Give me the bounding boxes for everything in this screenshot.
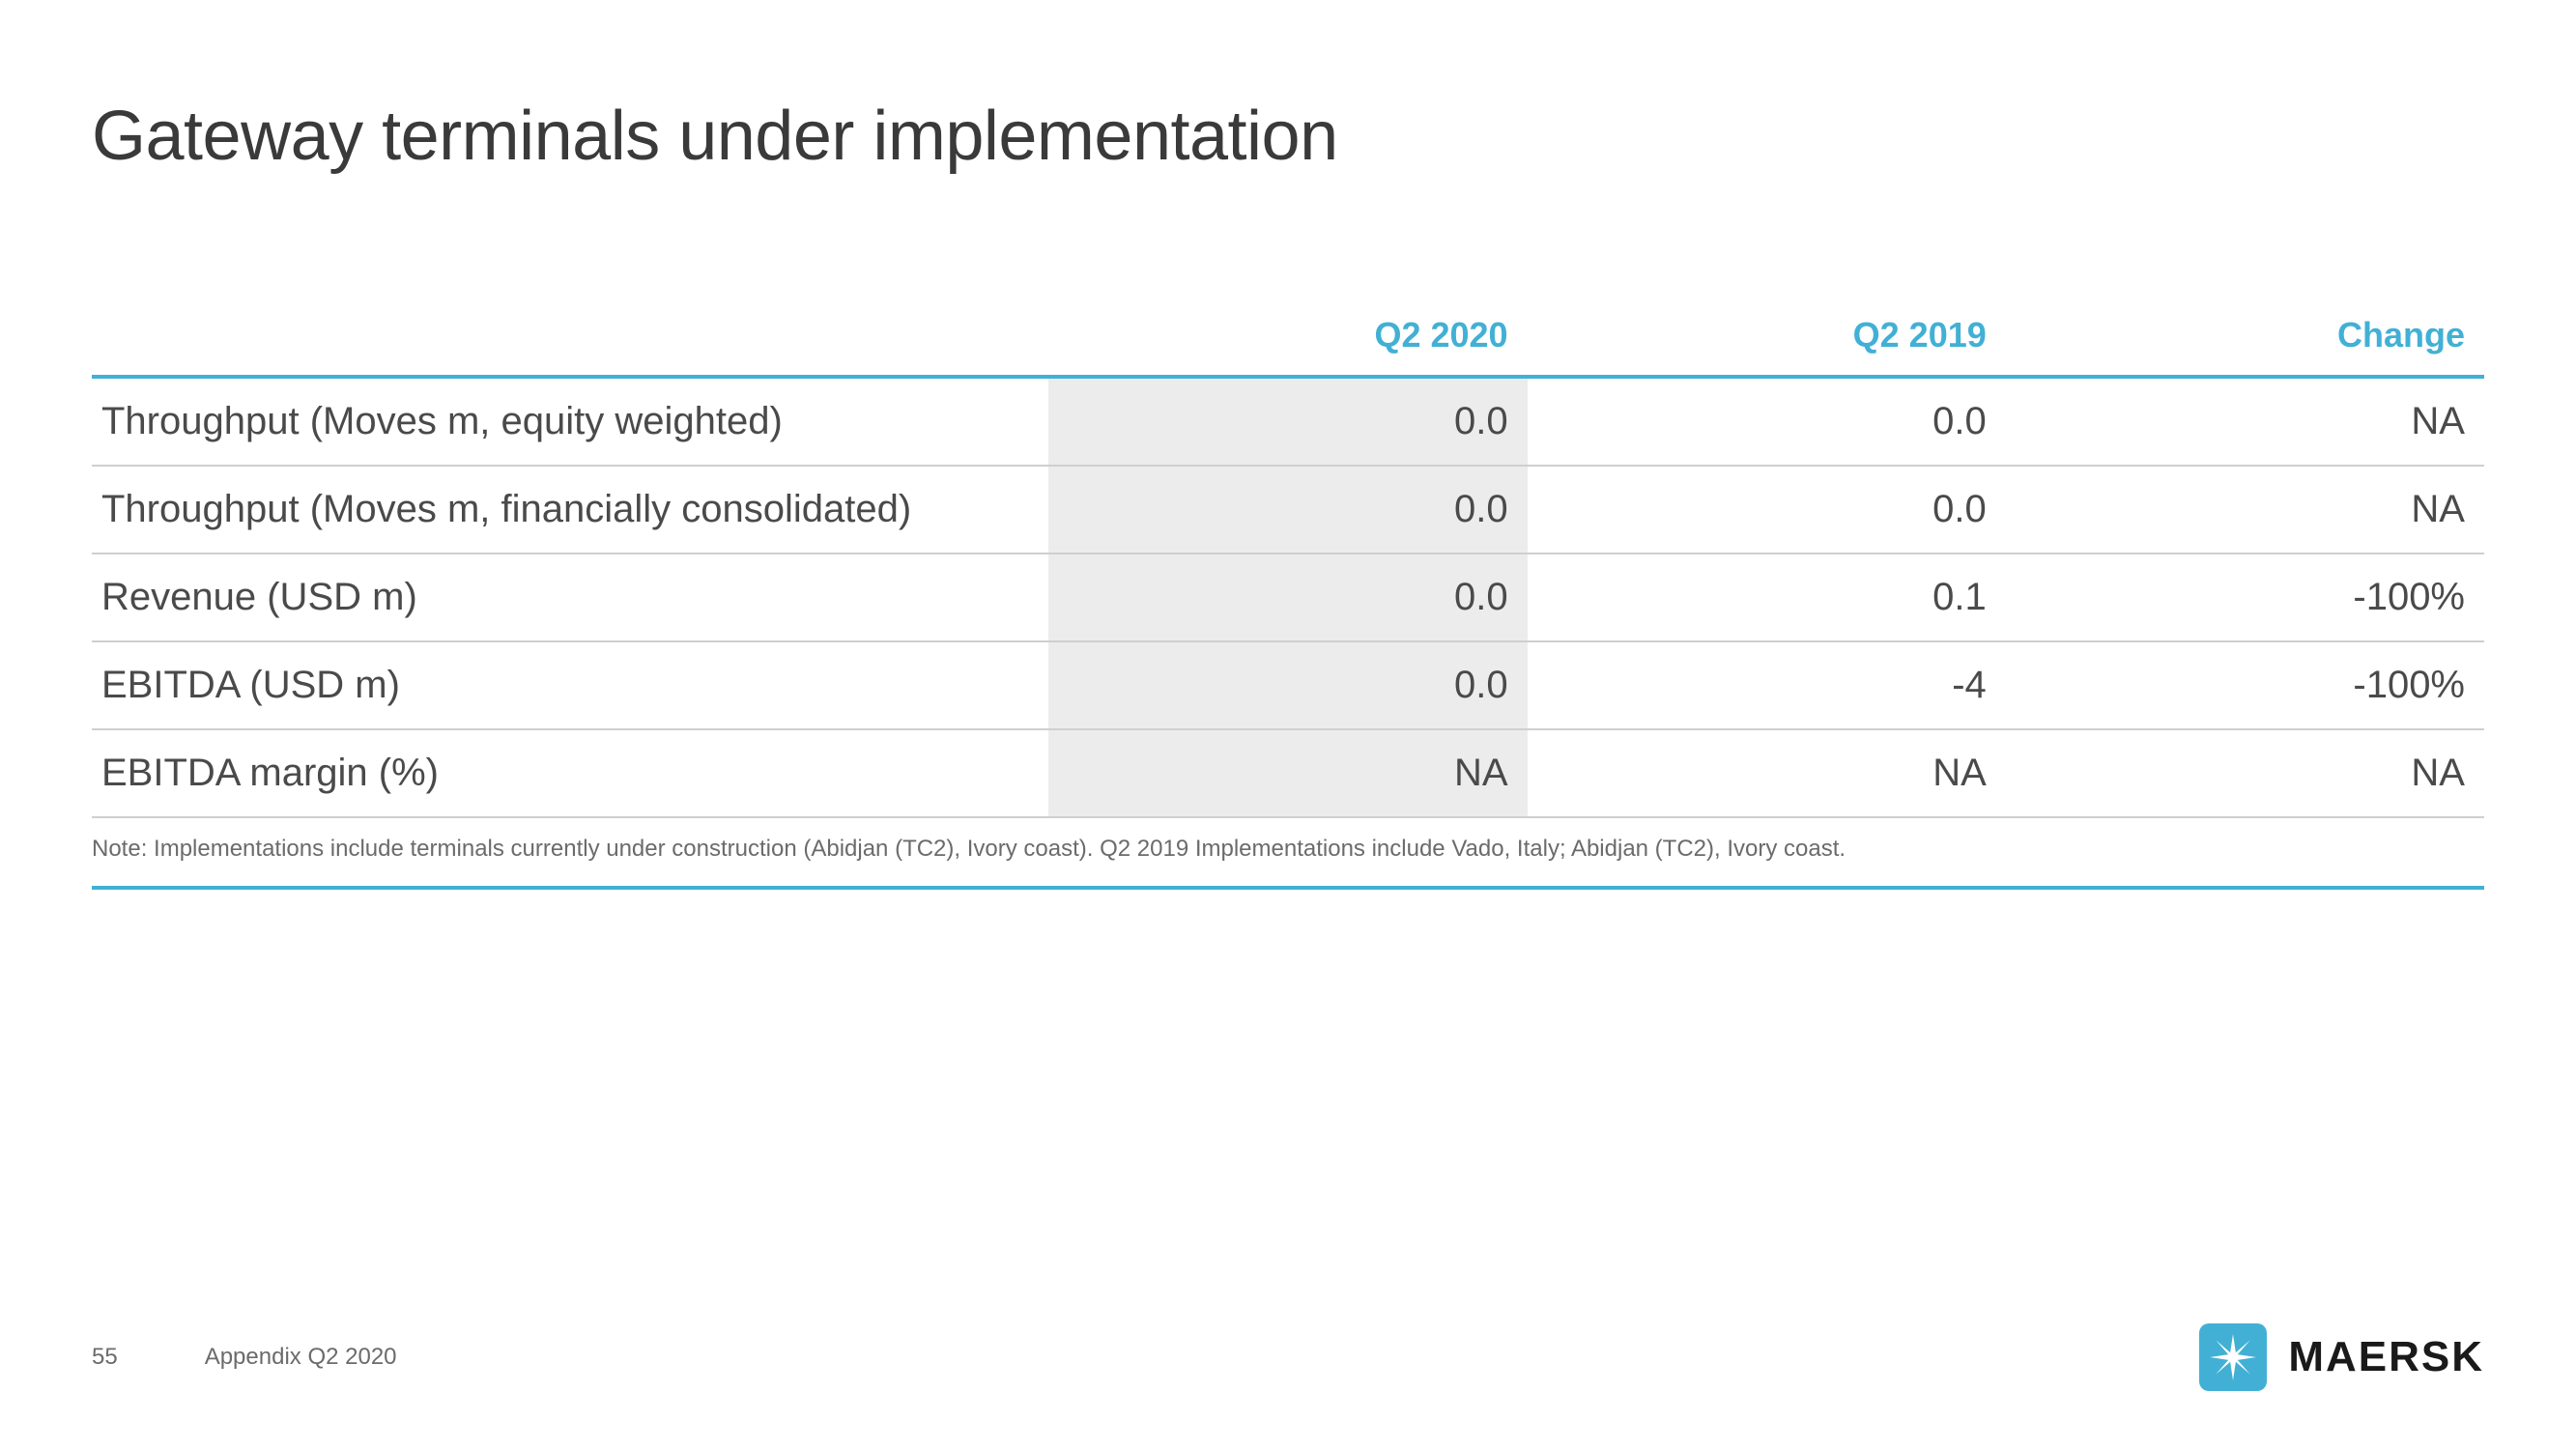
metric-label: Revenue (USD m)	[92, 554, 1048, 641]
metric-label: Throughput (Moves m, financially consoli…	[92, 466, 1048, 554]
table-row: Revenue (USD m) 0.0 0.1 -100%	[92, 554, 2484, 641]
metric-label: EBITDA margin (%)	[92, 729, 1048, 817]
table-header-col2: Q2 2019	[1528, 301, 2006, 377]
cell-q2-2019: NA	[1528, 729, 2006, 817]
table-header-col1: Q2 2020	[1048, 301, 1527, 377]
table-footnote: Note: Implementations include terminals …	[92, 818, 2484, 890]
table-header-col3: Change	[2006, 301, 2484, 377]
cell-q2-2020: NA	[1048, 729, 1527, 817]
cell-q2-2020: 0.0	[1048, 466, 1527, 554]
cell-change: NA	[2006, 377, 2484, 466]
cell-change: NA	[2006, 466, 2484, 554]
cell-q2-2019: 0.0	[1528, 377, 2006, 466]
metrics-table: Q2 2020 Q2 2019 Change Throughput (Moves…	[92, 301, 2484, 818]
cell-q2-2019: -4	[1528, 641, 2006, 729]
table-row: Throughput (Moves m, equity weighted) 0.…	[92, 377, 2484, 466]
maersk-star-icon	[2199, 1323, 2267, 1391]
metric-label: Throughput (Moves m, equity weighted)	[92, 377, 1048, 466]
table-row: Throughput (Moves m, financially consoli…	[92, 466, 2484, 554]
page-title: Gateway terminals under implementation	[92, 97, 2484, 176]
table-row: EBITDA (USD m) 0.0 -4 -100%	[92, 641, 2484, 729]
cell-q2-2020: 0.0	[1048, 641, 1527, 729]
cell-q2-2020: 0.0	[1048, 377, 1527, 466]
section-label: Appendix Q2 2020	[205, 1344, 397, 1371]
cell-change: NA	[2006, 729, 2484, 817]
cell-change: -100%	[2006, 554, 2484, 641]
cell-change: -100%	[2006, 641, 2484, 729]
cell-q2-2019: 0.0	[1528, 466, 2006, 554]
cell-q2-2020: 0.0	[1048, 554, 1527, 641]
metric-label: EBITDA (USD m)	[92, 641, 1048, 729]
table-row: EBITDA margin (%) NA NA NA	[92, 729, 2484, 817]
table-header-blank	[92, 301, 1048, 377]
brand-name: MAERSK	[2288, 1333, 2484, 1381]
cell-q2-2019: 0.1	[1528, 554, 2006, 641]
brand-logo: MAERSK	[2199, 1323, 2484, 1391]
page-number: 55	[92, 1344, 118, 1371]
table-header-row: Q2 2020 Q2 2019 Change	[92, 301, 2484, 377]
